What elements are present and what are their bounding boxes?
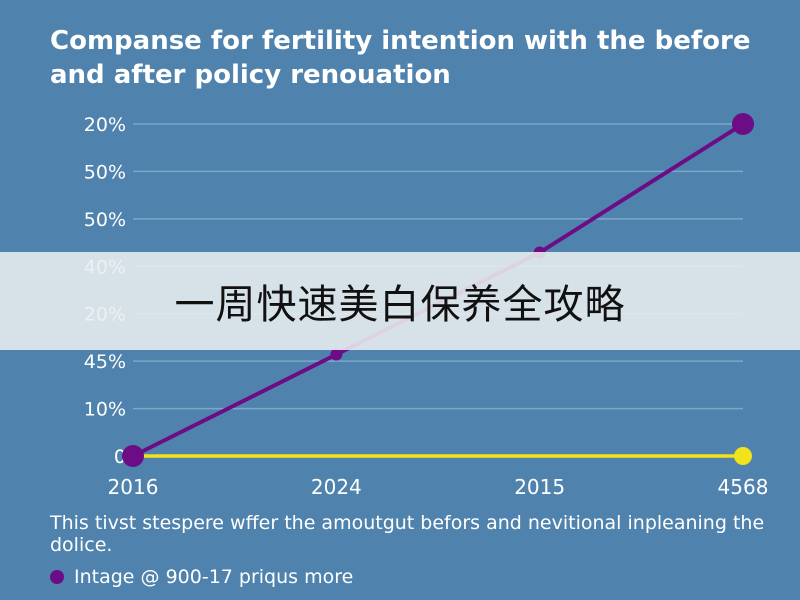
x-tick-label: 4568 bbox=[718, 475, 769, 499]
x-tick-label: 2015 bbox=[514, 475, 565, 499]
overlay-banner: 一周快速美白保养全攻略 bbox=[0, 252, 800, 350]
legend: Intage @ 900-17 priqus more bbox=[50, 566, 353, 588]
legend-label: Intage @ 900-17 priqus more bbox=[74, 566, 354, 588]
chart-title: Companse for fertility intention with th… bbox=[50, 26, 751, 90]
chart-caption: This tivst stespere wffer the amoutgut b… bbox=[50, 512, 765, 556]
data-point bbox=[330, 348, 343, 361]
data-point bbox=[732, 113, 754, 135]
banner-text: 一周快速美白保养全攻略 bbox=[174, 282, 626, 328]
y-tick-label: 10% bbox=[84, 399, 126, 421]
y-tick-label: 45% bbox=[84, 351, 126, 373]
legend-marker bbox=[50, 570, 64, 584]
y-tick-label: 50% bbox=[84, 209, 126, 231]
data-point bbox=[734, 447, 752, 465]
x-tick-label: 2016 bbox=[108, 475, 159, 499]
y-tick-label: 50% bbox=[84, 161, 126, 183]
y-tick-label: 20% bbox=[84, 114, 126, 136]
x-tick-label: 2024 bbox=[311, 475, 362, 499]
data-point bbox=[122, 445, 144, 467]
